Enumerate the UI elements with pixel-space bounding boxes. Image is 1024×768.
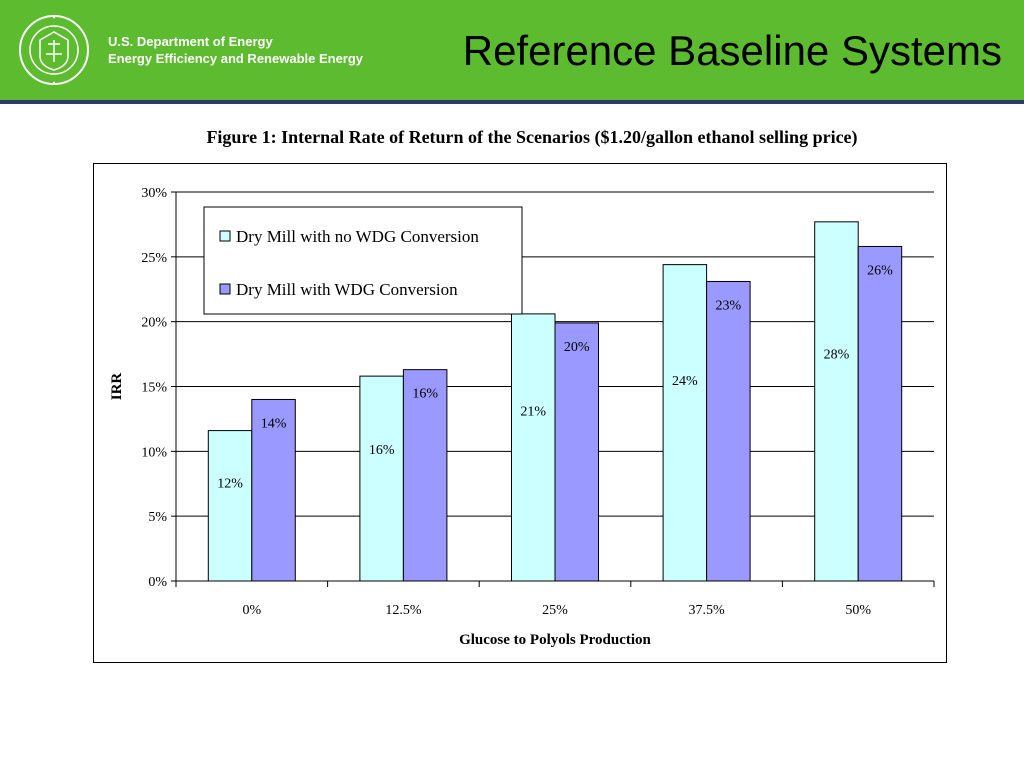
bar-no-wdg: [207, 430, 253, 582]
header-bar: U.S. Department of Energy Energy Efficie…: [0, 0, 1024, 100]
y-tick-label: 25%: [141, 251, 167, 266]
data-label: 21%: [520, 404, 546, 419]
y-tick-label: 30%: [141, 186, 167, 201]
x-tick-label: 25%: [542, 603, 568, 618]
y-tick-label: 5%: [148, 510, 167, 525]
bar-wdg: [554, 322, 599, 582]
bar-no-wdg: [511, 313, 556, 582]
y-tick-label: 10%: [141, 445, 167, 460]
x-tick-label: 12.5%: [385, 603, 422, 618]
bar-wdg: [251, 398, 296, 582]
data-label: 23%: [716, 298, 742, 313]
bar-wdg: [402, 369, 448, 582]
bar-chart: 0% 5% 10% 15% 20% 25% 30% 0% 12% 14% 12.5% 16% 16% 25…: [109, 186, 935, 648]
data-label: 16%: [412, 387, 438, 402]
legend-swatch-no-wdg: [219, 230, 231, 242]
bar-no-wdg: [814, 221, 859, 582]
legend-label: Dry Mill with no WDG Conversion: [236, 227, 479, 246]
data-label: 12%: [217, 477, 243, 492]
y-tick-label: 20%: [141, 316, 167, 331]
x-axis-title: Glucose to Polyols Production: [459, 632, 651, 648]
agency-line-1: U.S. Department of Energy: [108, 34, 273, 49]
x-tick-label: 50%: [845, 603, 871, 618]
data-label: 20%: [564, 340, 590, 355]
bar-no-wdg: [662, 264, 708, 582]
bar-no-wdg: [359, 375, 404, 582]
chart-frame: 0% 5% 10% 15% 20% 25% 30% 0% 12% 14% 12.5% 16% 16% 25…: [93, 163, 947, 663]
figure-caption: Figure 1: Internal Rate of Return of the…: [206, 127, 858, 147]
x-tick-label: 37.5%: [689, 603, 726, 618]
bar-wdg: [706, 280, 751, 582]
data-label: 24%: [672, 374, 698, 389]
legend-label: Dry Mill with WDG Conversion: [236, 280, 458, 299]
slide-title: Reference Baseline Systems: [462, 27, 1002, 74]
x-tick-label: 0%: [242, 603, 261, 618]
legend-swatch-wdg: [219, 283, 231, 295]
data-label: 28%: [824, 347, 850, 362]
doe-seal-icon: [19, 15, 89, 85]
legend-box: [203, 206, 523, 315]
data-label: 16%: [369, 443, 395, 458]
y-tick-label: 0%: [148, 575, 167, 590]
agency-line-2: Energy Efficiency and Renewable Energy: [108, 51, 364, 66]
header-divider: [0, 100, 1024, 104]
agency-name: U.S. Department of Energy Energy Efficie…: [108, 34, 363, 68]
data-label: 14%: [261, 416, 287, 431]
y-axis-title: IRR: [109, 373, 125, 401]
y-tick-label: 15%: [141, 381, 167, 396]
bar-wdg: [857, 245, 903, 582]
data-label: 26%: [867, 263, 893, 278]
